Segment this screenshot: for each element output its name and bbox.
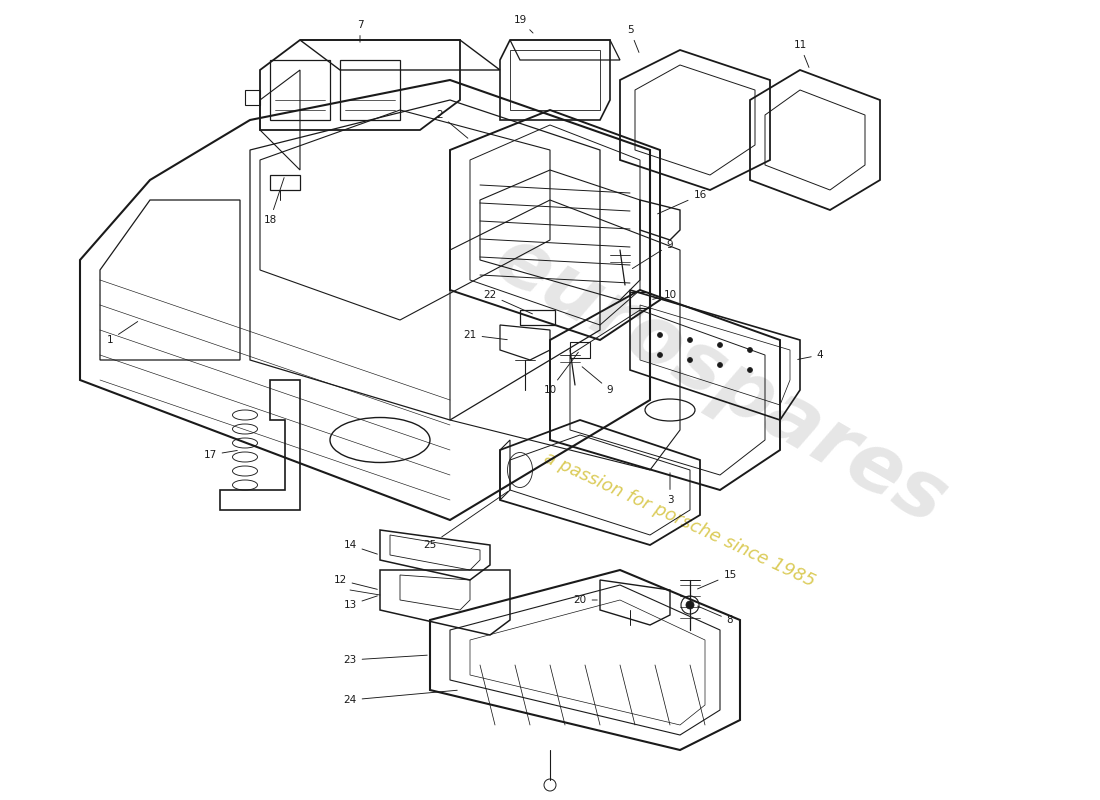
Text: 20: 20 <box>573 595 597 605</box>
Circle shape <box>717 342 723 347</box>
Text: 5: 5 <box>627 25 639 53</box>
Text: 3: 3 <box>667 473 673 505</box>
Circle shape <box>748 367 752 373</box>
Text: 11: 11 <box>793 40 808 67</box>
Circle shape <box>688 338 693 342</box>
Text: 16: 16 <box>658 190 706 214</box>
Circle shape <box>686 601 694 609</box>
Text: a passion for porsche since 1985: a passion for porsche since 1985 <box>541 449 818 591</box>
Text: 2: 2 <box>437 110 468 138</box>
Circle shape <box>688 358 693 362</box>
Text: 19: 19 <box>514 15 534 33</box>
Text: eurospares: eurospares <box>480 219 960 541</box>
Circle shape <box>658 353 662 358</box>
Text: 10: 10 <box>652 290 676 300</box>
Text: 21: 21 <box>463 330 507 340</box>
Text: 12: 12 <box>333 575 377 590</box>
Text: 1: 1 <box>107 322 138 345</box>
Text: 14: 14 <box>343 540 377 554</box>
Text: 4: 4 <box>798 350 823 360</box>
Text: 7: 7 <box>356 20 363 42</box>
Text: 10: 10 <box>543 352 579 395</box>
Circle shape <box>658 333 662 338</box>
Text: 13: 13 <box>343 596 377 610</box>
Text: 8: 8 <box>697 606 734 625</box>
Circle shape <box>717 362 723 367</box>
Text: 9: 9 <box>582 366 614 395</box>
Text: 17: 17 <box>204 450 238 460</box>
Circle shape <box>748 347 752 353</box>
Text: 9: 9 <box>632 240 673 269</box>
Text: 15: 15 <box>697 570 737 589</box>
Text: 25: 25 <box>424 491 508 550</box>
Text: 24: 24 <box>343 690 458 705</box>
Text: 23: 23 <box>343 655 427 665</box>
Text: 18: 18 <box>263 178 284 225</box>
Text: 22: 22 <box>483 290 532 314</box>
